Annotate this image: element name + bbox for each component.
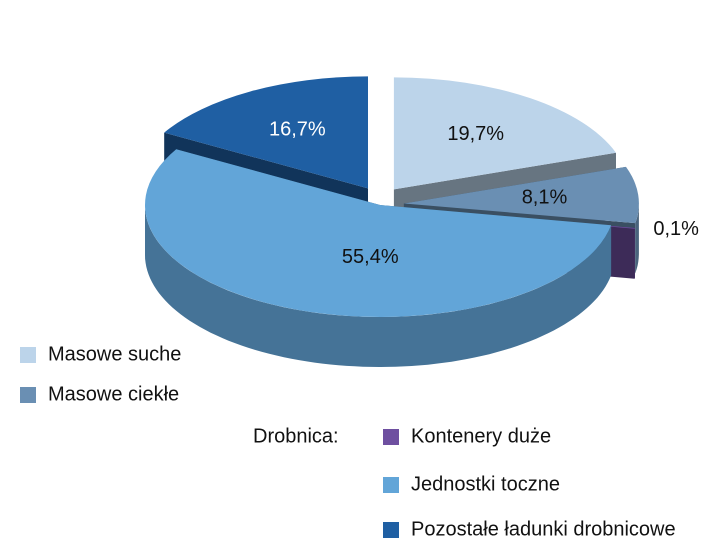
data-label: 0,1% bbox=[653, 218, 699, 240]
legend-label: Pozostałe ładunki drobnicowe bbox=[411, 518, 676, 540]
legend-swatch bbox=[383, 522, 399, 538]
legend-label: Kontenery duże bbox=[411, 425, 551, 447]
pie-slice bbox=[164, 76, 368, 189]
pie-slice bbox=[393, 77, 616, 190]
data-label: 16,7% bbox=[269, 119, 326, 141]
pie-slice bbox=[403, 166, 639, 224]
data-label: 19,7% bbox=[447, 123, 504, 145]
pie-tops bbox=[145, 76, 639, 317]
legend-swatch bbox=[383, 429, 399, 445]
legend-label: Masowe suche bbox=[48, 343, 181, 365]
legend-label: Masowe ciekłe bbox=[48, 383, 179, 405]
legend-label: Jednostki toczne bbox=[411, 473, 560, 495]
pie-slice bbox=[145, 149, 612, 317]
legend-swatch bbox=[20, 387, 36, 403]
data-label: 8,1% bbox=[522, 187, 568, 209]
data-label: 55,4% bbox=[342, 246, 399, 268]
legend-swatch bbox=[383, 477, 399, 493]
slice-wall bbox=[145, 205, 612, 367]
legend-group-label: Drobnica: bbox=[253, 425, 339, 447]
slice-wall bbox=[635, 204, 639, 274]
legend-swatch bbox=[20, 347, 36, 363]
